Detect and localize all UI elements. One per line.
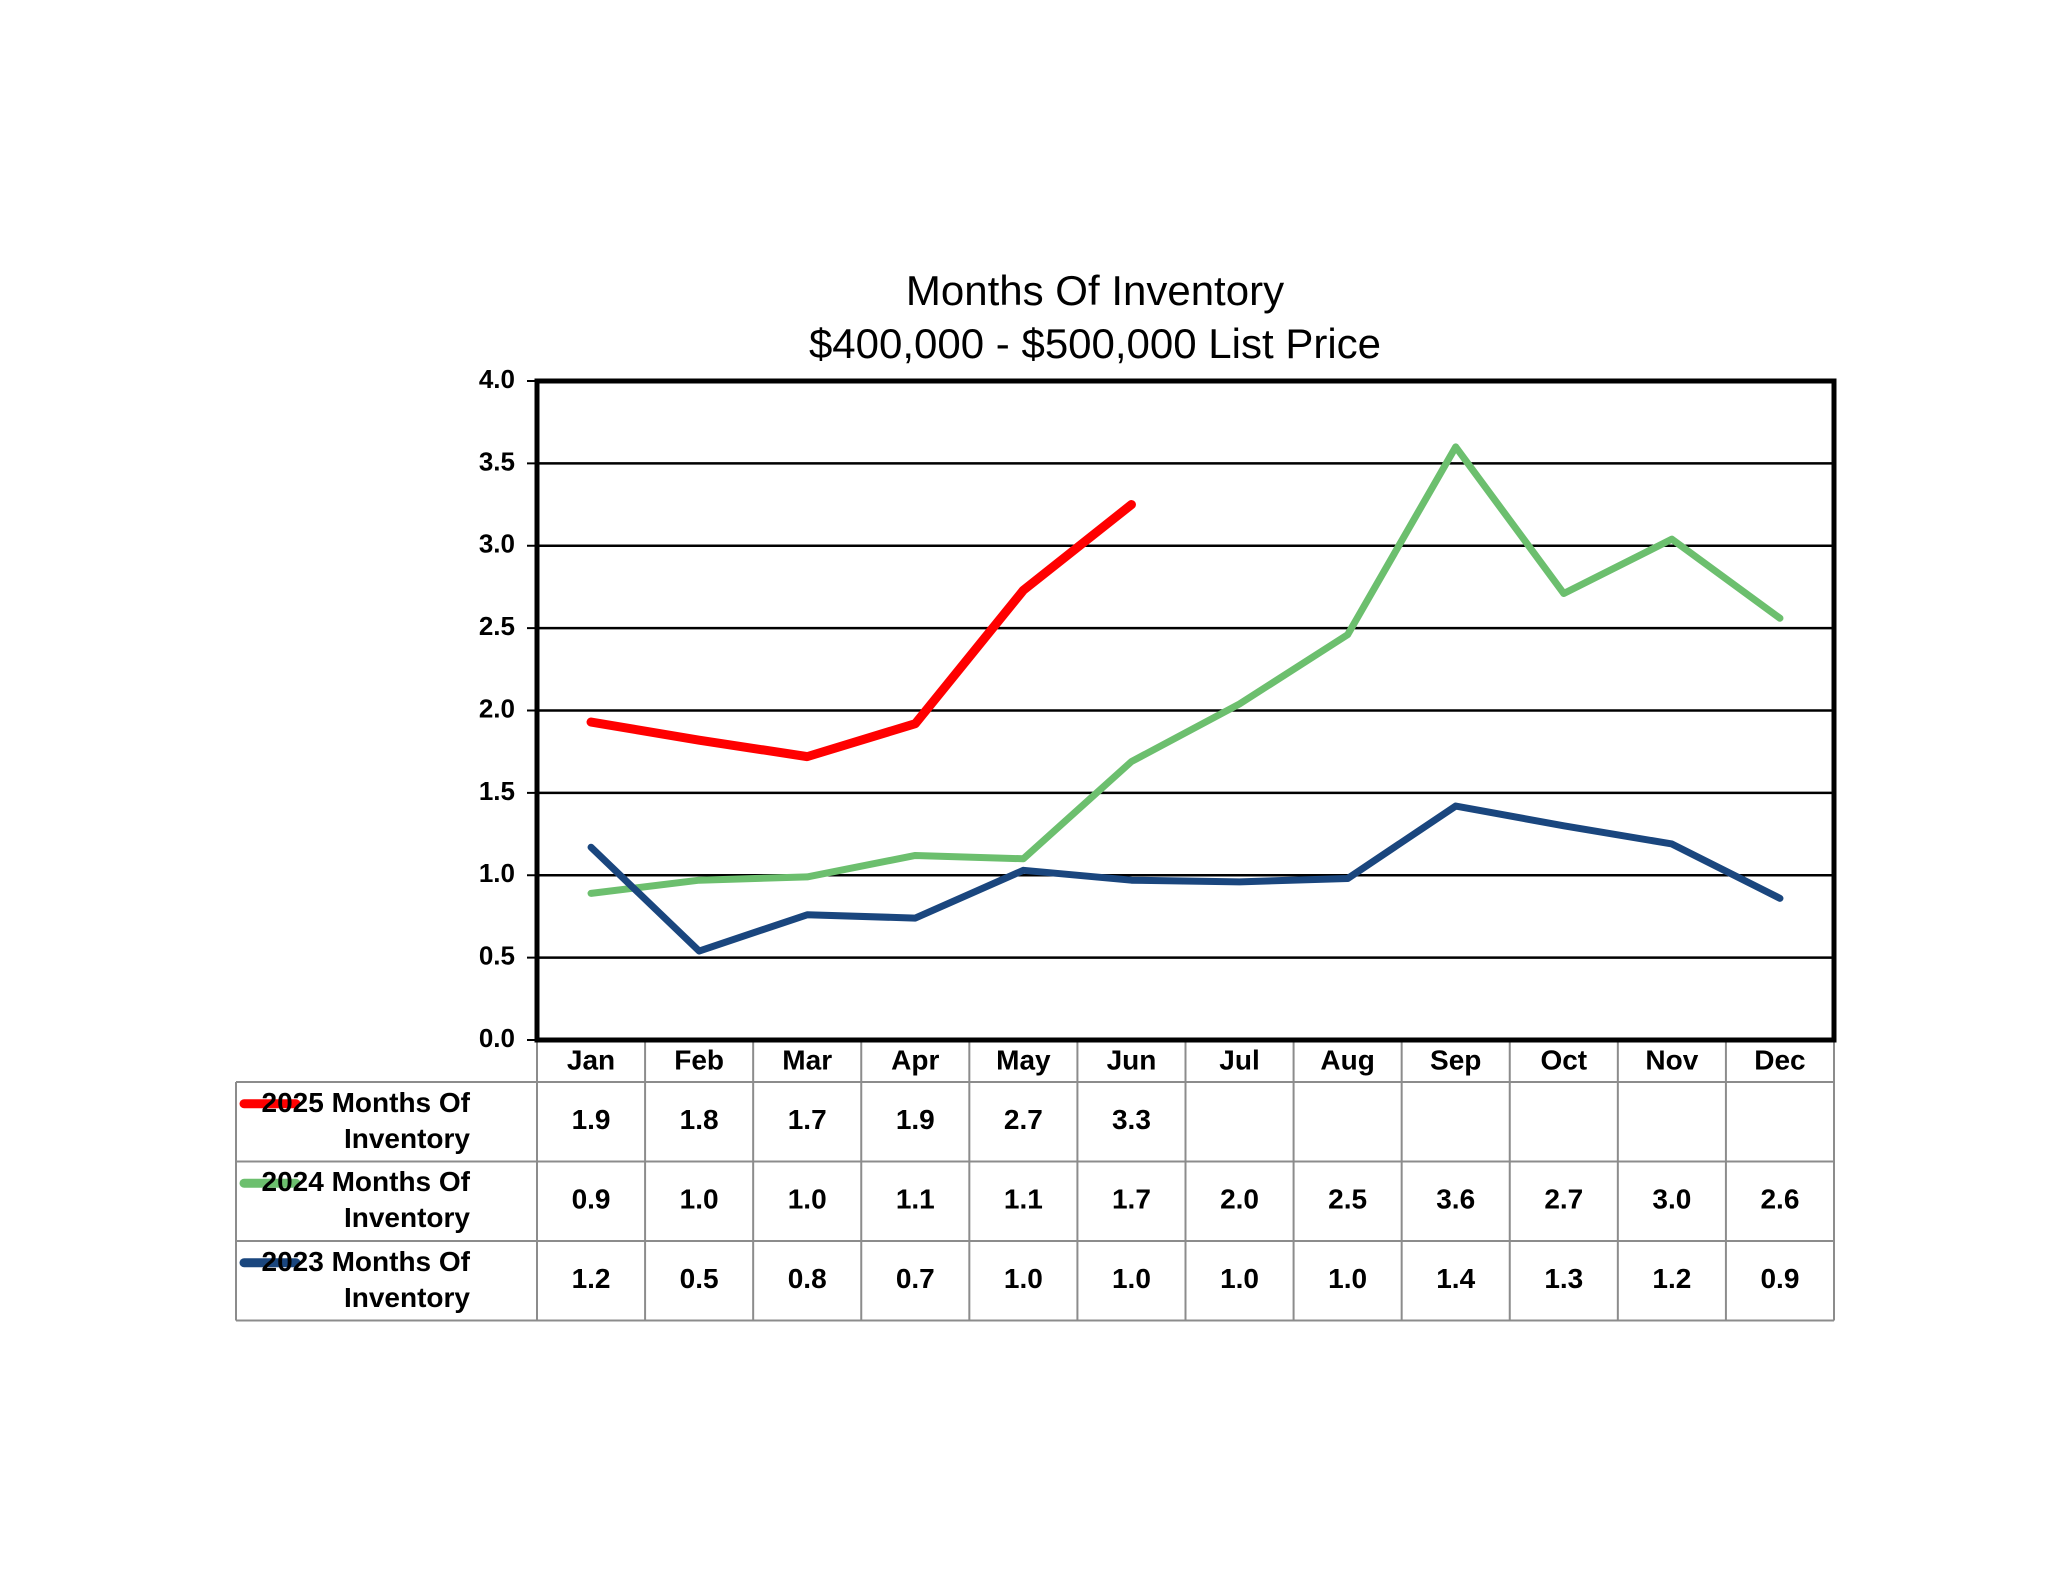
- data-label: 0.5: [680, 1263, 719, 1294]
- data-label: 0.9: [1760, 1263, 1799, 1294]
- data-label: 1.2: [1652, 1263, 1691, 1294]
- x-tick-label: Jun: [1107, 1044, 1157, 1075]
- data-label: 1.0: [680, 1184, 719, 1215]
- data-label: 2.6: [1760, 1184, 1799, 1215]
- data-label: 2.7: [1004, 1104, 1043, 1135]
- x-tick-label: Dec: [1754, 1044, 1805, 1075]
- data-label: 2.0: [1220, 1184, 1259, 1215]
- y-tick-label: 0.0: [479, 1023, 515, 1053]
- legend-label: 2023 Months Of Inventory: [261, 1245, 470, 1313]
- data-label: 1.4: [1436, 1263, 1475, 1294]
- chart-title: Months Of Inventory: [906, 267, 1284, 314]
- y-tick-label: 0.5: [479, 941, 515, 971]
- x-tick-label: Mar: [782, 1044, 832, 1075]
- x-tick-label: Sep: [1430, 1044, 1481, 1075]
- legend-label: 2025 Months Of Inventory: [261, 1086, 470, 1154]
- x-tick-label: Feb: [674, 1044, 724, 1075]
- data-label: 2.7: [1544, 1184, 1583, 1215]
- y-tick-label: 2.0: [479, 693, 515, 723]
- series-line: [586, 500, 1136, 762]
- x-tick-label: Aug: [1320, 1044, 1374, 1075]
- data-label: 1.2: [572, 1263, 611, 1294]
- y-tick-label: 2.5: [479, 611, 515, 641]
- x-tick-label: May: [996, 1044, 1051, 1075]
- data-label: 2.5: [1328, 1184, 1367, 1215]
- series-line: [587, 443, 1784, 897]
- data-label: 1.1: [896, 1184, 935, 1215]
- data-label: 1.7: [788, 1104, 827, 1135]
- plot-frame: [534, 378, 1837, 1043]
- x-tick-label: Nov: [1645, 1044, 1698, 1075]
- data-label: 0.8: [788, 1263, 827, 1294]
- data-label: 1.0: [788, 1184, 827, 1215]
- x-tick-label: Oct: [1540, 1044, 1587, 1075]
- legend-label: 2024 Months Of Inventory: [261, 1166, 470, 1234]
- data-label: 0.9: [572, 1184, 611, 1215]
- data-label: 1.8: [680, 1104, 719, 1135]
- chart-subtitle: $400,000 - $500,000 List Price: [809, 320, 1381, 367]
- x-tick-label: Apr: [891, 1044, 939, 1075]
- data-label: 1.1: [1004, 1184, 1043, 1215]
- data-label: 1.9: [896, 1104, 935, 1135]
- data-label: 1.0: [1220, 1263, 1259, 1294]
- data-label: 1.3: [1544, 1263, 1583, 1294]
- data-label: 3.3: [1112, 1104, 1151, 1135]
- y-tick-label: 4.0: [479, 364, 515, 394]
- data-label: 1.0: [1328, 1263, 1367, 1294]
- x-tick-label: Jan: [567, 1044, 615, 1075]
- data-label: 1.9: [572, 1104, 611, 1135]
- x-tick-label: Jul: [1219, 1044, 1259, 1075]
- y-tick-label: 1.5: [479, 776, 515, 806]
- data-label: 1.7: [1112, 1184, 1151, 1215]
- data-label: 1.0: [1004, 1263, 1043, 1294]
- data-label: 0.7: [896, 1263, 935, 1294]
- data-label: 1.0: [1112, 1263, 1151, 1294]
- series-line: [587, 802, 1784, 955]
- data-label: 3.6: [1436, 1184, 1475, 1215]
- y-tick-label: 3.5: [479, 446, 515, 476]
- y-tick-label: 1.0: [479, 858, 515, 888]
- y-tick-label: 3.0: [479, 529, 515, 559]
- data-label: 3.0: [1652, 1184, 1691, 1215]
